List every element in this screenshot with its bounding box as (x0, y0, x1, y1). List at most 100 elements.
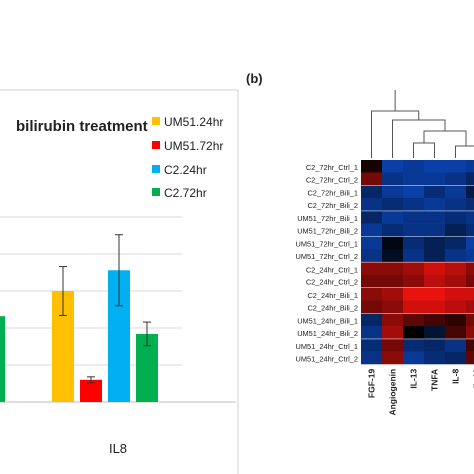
heatmap-row-label: UM51_24hr_Ctrl_1 (296, 342, 358, 351)
heatmap-row-label: UM51_24hr_Ctrl_2 (296, 355, 358, 364)
heatmap-cell (361, 160, 383, 173)
legend-swatch (152, 165, 160, 173)
heatmap-cell (382, 262, 404, 276)
heatmap-cell (424, 351, 446, 365)
bar-partial-previous-group (0, 316, 5, 402)
dendrogram-branch (455, 145, 474, 158)
heatmap-cell (466, 249, 474, 262)
heatmap-cell (466, 274, 474, 288)
legend-label: UM51.72hr (164, 139, 223, 153)
heatmap-cell (424, 172, 446, 186)
heatmap-cell (424, 211, 446, 224)
heatmap-cell (424, 274, 446, 288)
heatmap-cell (466, 223, 474, 237)
heatmap-row-label: UM51_24hr_Bili_2 (297, 329, 358, 338)
heatmap-cell (403, 351, 425, 365)
legend-label: UM51.24hr (164, 115, 223, 129)
heatmap-cell (361, 211, 383, 224)
heatmap-cell (466, 313, 474, 327)
legend-swatch (152, 188, 160, 196)
heatmap-row-label: C2_72hr_Bili_2 (307, 201, 358, 210)
heatmap-cell (361, 236, 383, 250)
heatmap-cell (466, 326, 474, 339)
heatmap-cell (424, 223, 446, 237)
heatmap-cell (361, 274, 383, 288)
dendrogram-branch (392, 119, 446, 158)
heatmap-cell (445, 198, 467, 211)
heatmap-panel: (b) C2_72hr_Ctrl_1C2_72hr_Ctrl_2C2_72hr_… (246, 71, 474, 416)
heatmap-cell (382, 339, 404, 352)
heatmap-cells (361, 160, 474, 365)
heatmap-cell (424, 160, 446, 173)
heatmap-cell (424, 339, 446, 352)
heatmap-row-label: C2_24hr_Bili_1 (307, 291, 358, 300)
heatmap-row-label: UM51_72hr_Bili_1 (297, 214, 358, 223)
heatmap-cell (466, 185, 474, 199)
heatmap-cell (466, 339, 474, 352)
heatmap-cell (403, 160, 425, 173)
heatmap-row-label: UM51_72hr_Ctrl_1 (296, 240, 358, 249)
heatmap-cell (361, 300, 383, 314)
heatmap-cell (424, 300, 446, 314)
bar-marks (0, 234, 158, 402)
heatmap-cell (466, 262, 474, 276)
heatmap-cell (403, 198, 425, 211)
heatmap-cell (382, 185, 404, 199)
heatmap-cell (361, 313, 383, 327)
heatmap-row-label: UM51_24hr_Bili_1 (297, 317, 358, 326)
heatmap-cell (445, 249, 467, 262)
heatmap-row-label: C2_24hr_Ctrl_2 (306, 278, 358, 287)
heatmap-column-label: FGF-19 (367, 369, 377, 399)
heatmap-row-label: C2_24hr_Ctrl_1 (306, 265, 358, 274)
heatmap-cell (403, 288, 425, 301)
heatmap-cell (445, 262, 467, 276)
heatmap-cell (445, 211, 467, 224)
column-dendrogram (371, 90, 474, 158)
dendrogram-branch (423, 130, 467, 146)
legend-swatch (152, 141, 160, 149)
legend-label: C2.72hr (164, 186, 207, 200)
heatmap-column-label: IL-11 (472, 369, 474, 389)
heatmap-row-labels: C2_72hr_Ctrl_1 C2_72hr_Ctrl_2 C2_72hr_Bili… (296, 163, 358, 364)
heatmap-cell (445, 351, 467, 365)
heatmap-row-label: C2_72hr_Ctrl_1 (306, 163, 358, 172)
heatmap-column-label: TNFA (430, 369, 440, 391)
legend-swatch (152, 117, 160, 125)
heatmap-cell (466, 211, 474, 224)
heatmap-cell (361, 223, 383, 237)
heatmap-cell (361, 185, 383, 199)
heatmap-cell (403, 185, 425, 199)
heatmap-cell (445, 300, 467, 314)
heatmap-cell (466, 160, 474, 173)
heatmap-cell (403, 172, 425, 186)
heatmap-cell (466, 236, 474, 250)
bar-legend: UM51.24hr UM51.72hr C2.24hr C2.72hr (152, 115, 223, 200)
heatmap-cell (403, 223, 425, 237)
heatmap-cell (424, 313, 446, 327)
heatmap-cell (361, 339, 383, 352)
heatmap-cell (445, 236, 467, 250)
heatmap-cell (424, 249, 446, 262)
heatmap-cell (382, 313, 404, 327)
heatmap-cell (424, 326, 446, 339)
heatmap-cell (466, 288, 474, 301)
heatmap-cell (382, 249, 404, 262)
heatmap-cell (445, 326, 467, 339)
heatmap-cell (445, 160, 467, 173)
heatmap-cell (361, 351, 383, 365)
heatmap-cell (466, 198, 474, 211)
heatmap-cell (403, 274, 425, 288)
heatmap-column-label: Angiogenin (388, 369, 398, 416)
heatmap-cell (382, 326, 404, 339)
legend-label: C2.24hr (164, 163, 207, 177)
heatmap-cell (466, 351, 474, 365)
dendrogram-branch (413, 142, 435, 158)
heatmap-cell (382, 274, 404, 288)
heatmap-cell (403, 313, 425, 327)
heatmap-cell (382, 160, 404, 173)
heatmap-cell (403, 300, 425, 314)
heatmap-cell (361, 198, 383, 211)
heatmap-cell (382, 300, 404, 314)
heatmap-cell (361, 249, 383, 262)
